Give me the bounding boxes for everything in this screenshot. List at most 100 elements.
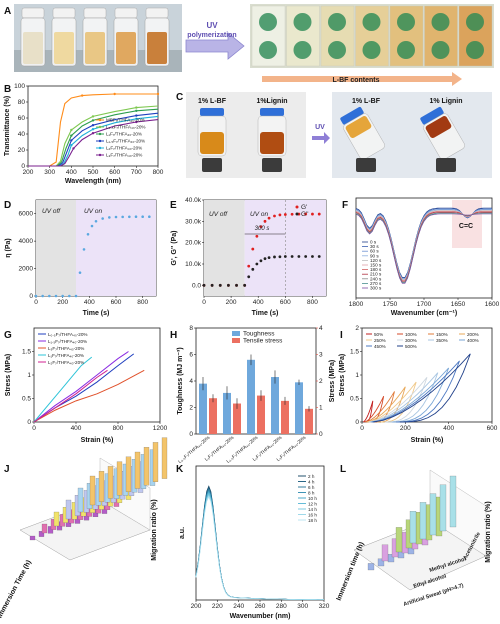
y-tick-label: 1.5 <box>22 349 31 356</box>
x-tick-label: 800 <box>137 299 148 306</box>
x-tick-label: 1700 <box>417 301 432 308</box>
y-axis-label: Migration ratio (%) <box>485 501 492 562</box>
data-points <box>34 215 151 298</box>
loading-loop <box>371 367 450 423</box>
legend-label: 200% <box>467 332 479 337</box>
3d-bar <box>439 484 447 532</box>
3d-bar <box>395 527 403 553</box>
x-axis-label: Immersion time (h) <box>336 541 366 602</box>
logo-circle <box>362 13 381 31</box>
data-point <box>283 255 287 258</box>
x-tick-label: 300 <box>44 169 55 176</box>
data-point <box>255 234 259 238</box>
y-tick-label: 1 <box>355 372 359 379</box>
toughness-bar <box>247 359 255 434</box>
toughness-bar <box>295 382 303 434</box>
stress-bar <box>209 398 217 434</box>
x-tick-label: 400 <box>71 425 82 432</box>
c-c-peak-label: C=C <box>459 223 473 230</box>
loading-loop <box>369 372 439 423</box>
3d-bar <box>429 493 437 536</box>
line-series <box>28 92 160 167</box>
data-point <box>91 119 95 122</box>
toughness-bar <box>223 392 231 434</box>
legend-label: 400% <box>467 338 479 343</box>
series-line <box>33 351 129 423</box>
y-tick-label: 60 <box>18 115 26 122</box>
y-tick-label: 2 <box>189 405 193 412</box>
uv-off-region <box>36 200 76 296</box>
data-point <box>218 283 222 287</box>
data-point <box>210 283 214 287</box>
label-lignin-before: 1%Lignin <box>256 98 287 105</box>
data-point <box>273 214 276 218</box>
3d-bar <box>65 499 72 520</box>
legend-label: 60 s <box>370 249 379 254</box>
3d-bar <box>107 466 114 499</box>
cyclic-loops <box>362 353 471 423</box>
vial-liquid <box>116 32 136 64</box>
y-tick-label: 40.0k <box>185 197 202 204</box>
plot-frame <box>361 327 493 423</box>
legend-label: L₃F₇/THFA₄₀-20% <box>48 346 84 351</box>
y-tick-label: 100 <box>14 83 25 90</box>
legend-label: 100% <box>405 332 417 337</box>
data-point <box>91 128 95 131</box>
y-axis-label: Transmittance (%) <box>4 96 11 156</box>
legend-label: 16 h <box>308 512 317 517</box>
data-point <box>91 132 95 135</box>
panel-letter-j: J <box>4 464 10 475</box>
data-point <box>317 212 321 216</box>
y-tick-label: 1.5 <box>350 349 359 356</box>
legend-label: 50% <box>374 332 383 337</box>
data-point <box>267 256 271 259</box>
logo-circle <box>259 41 277 59</box>
uv-on-label: UV on <box>250 211 268 218</box>
panel-d: D 0 200 400 600 800 0 2000 4000 6000 UV off UV o… <box>4 199 157 317</box>
x-tick-label: 200 <box>57 299 68 306</box>
y-axis-right-label: Stress (MPa) <box>329 360 336 402</box>
y-tick-label: 0.0 <box>192 282 201 289</box>
x-tick-label: 1800 <box>349 301 364 308</box>
data-point <box>278 213 282 217</box>
x-tick-label: 1600 <box>485 301 500 308</box>
y-tick-label: 20 <box>18 147 26 154</box>
vial-cap <box>340 107 364 125</box>
vial-liquid <box>147 32 167 64</box>
series-line <box>28 105 159 167</box>
series-line <box>28 108 159 167</box>
data-point <box>91 124 95 127</box>
3d-bar <box>38 531 45 537</box>
data-point <box>128 215 131 219</box>
panel-letter-c: C <box>176 92 183 103</box>
data-point <box>235 283 238 287</box>
y-tick-label: 20.0k <box>185 240 202 247</box>
data-point <box>247 264 251 268</box>
panel-b: B 200 300 400 500 600 700 800 0 20 40 60 80 100 MBF₇… <box>4 83 164 185</box>
data-point <box>251 247 255 251</box>
3d-bar <box>125 456 132 492</box>
logo-circle <box>466 41 484 59</box>
x-tick-label: 1200 <box>153 425 168 432</box>
vial-liquid <box>54 32 74 64</box>
uv-label: UV <box>206 21 218 30</box>
y-tick-label: 0 <box>27 419 31 426</box>
logo-circle <box>431 41 450 59</box>
stand <box>202 158 222 172</box>
l-bf-contents-label: L-BF contents <box>332 77 379 84</box>
uv-off-label: UV off <box>209 211 228 218</box>
y-tick-label: 10.0k <box>185 261 202 268</box>
data-point <box>255 262 259 266</box>
x-axis-label: Time (s) <box>83 310 110 317</box>
toughness-bar <box>271 377 279 434</box>
legend-label: 300% <box>405 338 417 343</box>
y-axis-label: G', G'' (Pa) <box>171 231 178 266</box>
y-tick-label: 2 <box>355 325 359 332</box>
y-tick-label: 2000 <box>19 266 34 273</box>
data-point <box>304 255 308 258</box>
vial-liquid <box>85 32 105 64</box>
y-tick-label-right: 1 <box>319 405 323 412</box>
y-tick-label: 0.5 <box>22 396 31 403</box>
y-tick-label: 1 <box>27 372 31 379</box>
